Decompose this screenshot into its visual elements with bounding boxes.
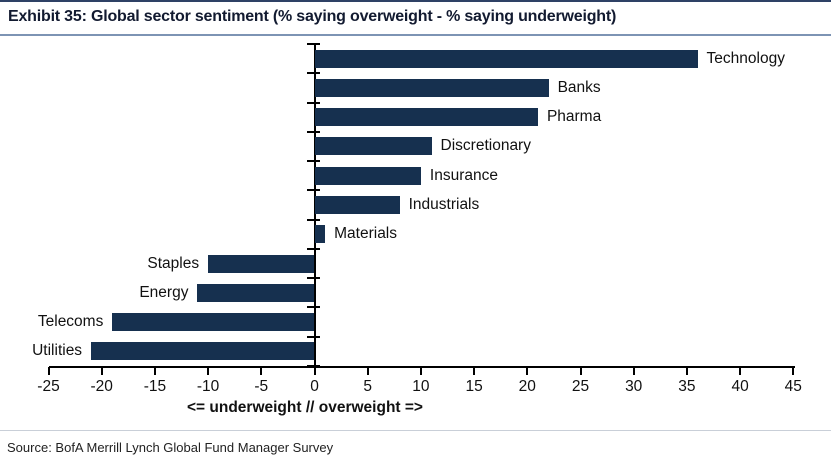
bar-technology bbox=[314, 49, 698, 68]
x-axis-tick bbox=[739, 367, 742, 375]
x-tick-label: 35 bbox=[678, 378, 696, 395]
category-tick bbox=[306, 160, 320, 163]
bar-telecoms bbox=[112, 313, 315, 332]
x-tick-label: 15 bbox=[465, 378, 483, 395]
x-axis-tick bbox=[47, 367, 50, 375]
bar-banks bbox=[314, 78, 549, 97]
category-tick bbox=[306, 306, 320, 309]
category-tick bbox=[306, 277, 320, 280]
x-tick-label: 0 bbox=[310, 378, 319, 395]
x-tick-label: 25 bbox=[571, 378, 590, 395]
x-tick-label: -15 bbox=[143, 378, 167, 395]
x-axis-tick bbox=[419, 367, 422, 375]
x-axis-tick bbox=[632, 367, 635, 375]
category-label-materials: Materials bbox=[334, 225, 398, 243]
x-axis-tick bbox=[366, 367, 369, 375]
bar-discretionary bbox=[314, 137, 432, 156]
x-tick-label: 20 bbox=[518, 378, 536, 395]
category-tick bbox=[306, 218, 320, 221]
x-axis-tick bbox=[100, 367, 103, 375]
category-label-insurance: Insurance bbox=[429, 166, 498, 184]
category-label-banks: Banks bbox=[557, 78, 601, 96]
x-tick-label: 40 bbox=[731, 378, 749, 395]
footer-divider bbox=[0, 430, 831, 431]
category-tick bbox=[306, 43, 320, 45]
category-label-energy: Energy bbox=[139, 283, 189, 301]
category-tick bbox=[306, 335, 320, 338]
category-tick bbox=[306, 101, 320, 104]
top-divider bbox=[0, 0, 831, 2]
x-axis-tick bbox=[579, 367, 582, 375]
x-axis-tick bbox=[207, 367, 210, 375]
x-axis-tick bbox=[792, 367, 795, 375]
category-label-industrials: Industrials bbox=[408, 196, 480, 213]
x-axis-tick bbox=[260, 367, 263, 375]
x-axis-tick bbox=[313, 367, 316, 375]
x-tick-label: 10 bbox=[412, 378, 430, 395]
x-axis-tick bbox=[685, 367, 688, 375]
x-axis-title: <= underweight // overweight => bbox=[186, 399, 423, 416]
x-tick-label: -25 bbox=[37, 378, 60, 395]
category-tick bbox=[306, 72, 320, 75]
category-label-technology: Technology bbox=[706, 49, 785, 67]
category-tick bbox=[306, 189, 320, 192]
x-tick-label: -20 bbox=[90, 378, 113, 395]
source-note: Source: BofA Merrill Lynch Global Fund M… bbox=[7, 440, 334, 455]
category-tick bbox=[306, 247, 320, 250]
bar-staples bbox=[208, 254, 315, 273]
category-label-utilities: Utilities bbox=[32, 342, 83, 360]
x-tick-label: -5 bbox=[254, 378, 269, 395]
x-tick-label: 30 bbox=[625, 378, 643, 395]
bar-pharma bbox=[314, 108, 538, 127]
bar-insurance bbox=[314, 166, 421, 185]
x-axis-tick bbox=[526, 367, 529, 375]
bar-energy bbox=[197, 283, 315, 302]
x-axis-line bbox=[48, 366, 796, 368]
category-label-pharma: Pharma bbox=[546, 108, 602, 126]
x-tick-label: 45 bbox=[784, 378, 802, 395]
title-divider bbox=[0, 34, 831, 36]
x-axis-tick bbox=[473, 367, 476, 375]
bar-materials bbox=[314, 225, 326, 244]
bar-industrials bbox=[314, 196, 400, 214]
x-tick-label: 5 bbox=[363, 378, 372, 395]
category-label-discretionary: Discretionary bbox=[440, 137, 531, 155]
x-tick-label: -10 bbox=[196, 378, 220, 395]
category-label-staples: Staples bbox=[147, 254, 200, 272]
x-axis-tick bbox=[153, 367, 156, 375]
category-tick bbox=[306, 130, 320, 133]
category-label-telecoms: Telecoms bbox=[37, 313, 104, 331]
chart-title: Exhibit 35: Global sector sentiment (% s… bbox=[8, 8, 617, 25]
bar-utilities bbox=[91, 342, 315, 361]
